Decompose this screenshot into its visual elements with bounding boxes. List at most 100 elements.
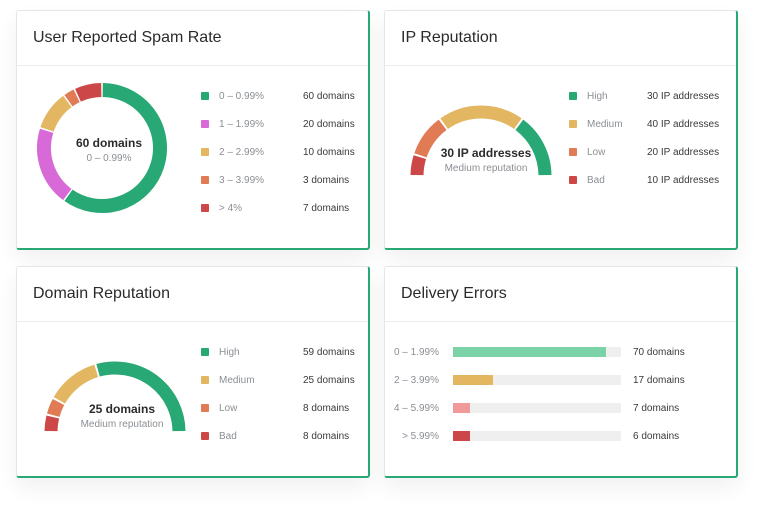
ip-reputation-center-sub: Medium reputation — [444, 163, 528, 174]
legend-value: 3 domains — [303, 174, 350, 186]
gauge-segment — [414, 119, 447, 158]
legend-item: Medium 40 IP addresses — [569, 110, 719, 138]
legend-label: > 4% — [219, 202, 243, 214]
domain-reputation-body: 25 domains Medium reputation High 59 doma… — [17, 322, 368, 476]
legend-swatch — [201, 432, 209, 440]
legend-value: 25 domains — [303, 374, 355, 386]
gauge-segment — [96, 361, 186, 432]
error-bar-fill — [453, 347, 606, 357]
legend-value: 30 IP addresses — [647, 90, 720, 102]
ip-reputation-title: IP Reputation — [385, 11, 736, 66]
legend-item: Bad 8 domains — [201, 422, 355, 450]
legend-value: 10 domains — [303, 146, 355, 158]
error-bar-fill — [453, 375, 494, 385]
delivery-errors-card: Delivery Errors 0 – 1.99% 70 domains 2 –… — [384, 266, 738, 478]
legend-item: High 59 domains — [201, 338, 355, 366]
ip-reputation-gauge — [410, 105, 552, 176]
delivery-errors-title: Delivery Errors — [385, 267, 736, 322]
error-bar-value: 70 domains — [633, 346, 685, 358]
domain-reputation-center: 25 domains Medium reputation — [67, 402, 177, 430]
legend-swatch — [201, 404, 209, 412]
legend-label: Medium — [219, 374, 255, 386]
spam-rate-legend: 0 – 0.99% 60 domains 1 – 1.99% 20 domains … — [201, 82, 355, 222]
legend-label: Low — [219, 402, 238, 414]
spam-rate-center: 60 domains 0 – 0.99% — [67, 136, 151, 164]
error-bar-track — [453, 431, 621, 441]
legend-value: 20 IP addresses — [647, 146, 720, 158]
legend-label: 2 – 2.99% — [219, 146, 265, 158]
error-bar-value: 17 domains — [633, 374, 685, 386]
spam-rate-card: User Reported Spam Rate 60 domains 0 – 0… — [16, 10, 370, 250]
error-bar-label: > 5.99% — [402, 430, 439, 442]
legend-item: Low 20 IP addresses — [569, 138, 719, 166]
gauge-segment — [515, 119, 552, 176]
domain-reputation-title: Domain Reputation — [17, 267, 368, 322]
gauge-segment — [53, 364, 99, 404]
legend-item: > 4% 7 domains — [201, 194, 355, 222]
error-bar-track — [453, 375, 621, 385]
legend-value: 7 domains — [303, 202, 350, 214]
legend-label: High — [219, 346, 240, 358]
error-bar-fill — [453, 403, 470, 413]
legend-swatch — [201, 120, 209, 128]
domain-reputation-center-sub: Medium reputation — [80, 419, 164, 430]
gauge-segment — [46, 398, 65, 418]
legend-swatch — [569, 120, 577, 128]
legend-label: 1 – 1.99% — [219, 118, 265, 130]
error-bar-value: 6 domains — [633, 430, 680, 442]
legend-swatch — [201, 176, 209, 184]
error-bar-row: > 5.99% 6 domains — [385, 422, 679, 450]
gauge-segment — [410, 155, 427, 176]
legend-swatch — [201, 348, 209, 356]
legend-item: 0 – 0.99% 60 domains — [201, 82, 355, 110]
error-bar-row: 0 – 1.99% 70 domains — [385, 338, 685, 366]
ip-reputation-center-value: 30 IP addresses — [440, 146, 532, 160]
legend-swatch — [201, 148, 209, 156]
legend-label: Medium — [587, 118, 623, 130]
error-bar-label: 4 – 5.99% — [393, 402, 439, 414]
legend-label: Low — [587, 146, 606, 158]
error-bar-track — [453, 403, 621, 413]
legend-swatch — [569, 148, 577, 156]
ip-reputation-body: 30 IP addresses Medium reputation High 30… — [385, 66, 736, 248]
legend-label: 3 – 3.99% — [219, 174, 265, 186]
legend-value: 8 domains — [303, 402, 350, 414]
domain-reputation-center-value: 25 domains — [88, 402, 156, 416]
legend-value: 8 domains — [303, 430, 350, 442]
spam-rate-center-sub: 0 – 0.99% — [86, 153, 132, 164]
legend-value: 10 IP addresses — [647, 174, 720, 186]
legend-item: Low 8 domains — [201, 394, 355, 422]
spam-rate-center-value: 60 domains — [75, 136, 143, 150]
legend-swatch — [569, 176, 577, 184]
legend-item: 3 – 3.99% 3 domains — [201, 166, 355, 194]
legend-swatch — [569, 92, 577, 100]
legend-item: High 30 IP addresses — [569, 82, 719, 110]
legend-item: 2 – 2.99% 10 domains — [201, 138, 355, 166]
legend-value: 60 domains — [303, 90, 355, 102]
ip-reputation-center: 30 IP addresses Medium reputation — [431, 146, 541, 174]
legend-value: 20 domains — [303, 118, 355, 130]
error-bar-value: 7 domains — [633, 402, 680, 414]
ip-reputation-card: IP Reputation 30 IP addresses Medium rep… — [384, 10, 738, 250]
error-bar-row: 2 – 3.99% 17 domains — [385, 366, 685, 394]
error-bar-label: 0 – 1.99% — [393, 346, 439, 358]
donut-segment — [37, 128, 72, 201]
spam-rate-donut-chart — [37, 83, 167, 213]
donut-segment — [75, 83, 102, 102]
error-bar-row: 4 – 5.99% 7 domains — [385, 394, 679, 422]
gauge-segment — [440, 105, 522, 130]
gauge-segment — [44, 415, 60, 432]
error-bar-track — [453, 347, 621, 357]
donut-segment — [64, 83, 167, 213]
legend-value: 59 domains — [303, 346, 355, 358]
spam-rate-body: 60 domains 0 – 0.99% 0 – 0.99% 60 domains… — [17, 66, 368, 248]
legend-item: Medium 25 domains — [201, 366, 355, 394]
legend-swatch — [201, 92, 209, 100]
donut-segment — [40, 95, 72, 132]
delivery-errors-body: 0 – 1.99% 70 domains 2 – 3.99% 17 domain… — [385, 322, 736, 476]
legend-value: 40 IP addresses — [647, 118, 720, 130]
domain-reputation-legend: High 59 domains Medium 25 domains Low 8 dom… — [201, 338, 355, 450]
legend-label: Bad — [219, 430, 237, 442]
legend-swatch — [201, 376, 209, 384]
domain-reputation-card: Domain Reputation 25 domains Medium repu… — [16, 266, 370, 478]
